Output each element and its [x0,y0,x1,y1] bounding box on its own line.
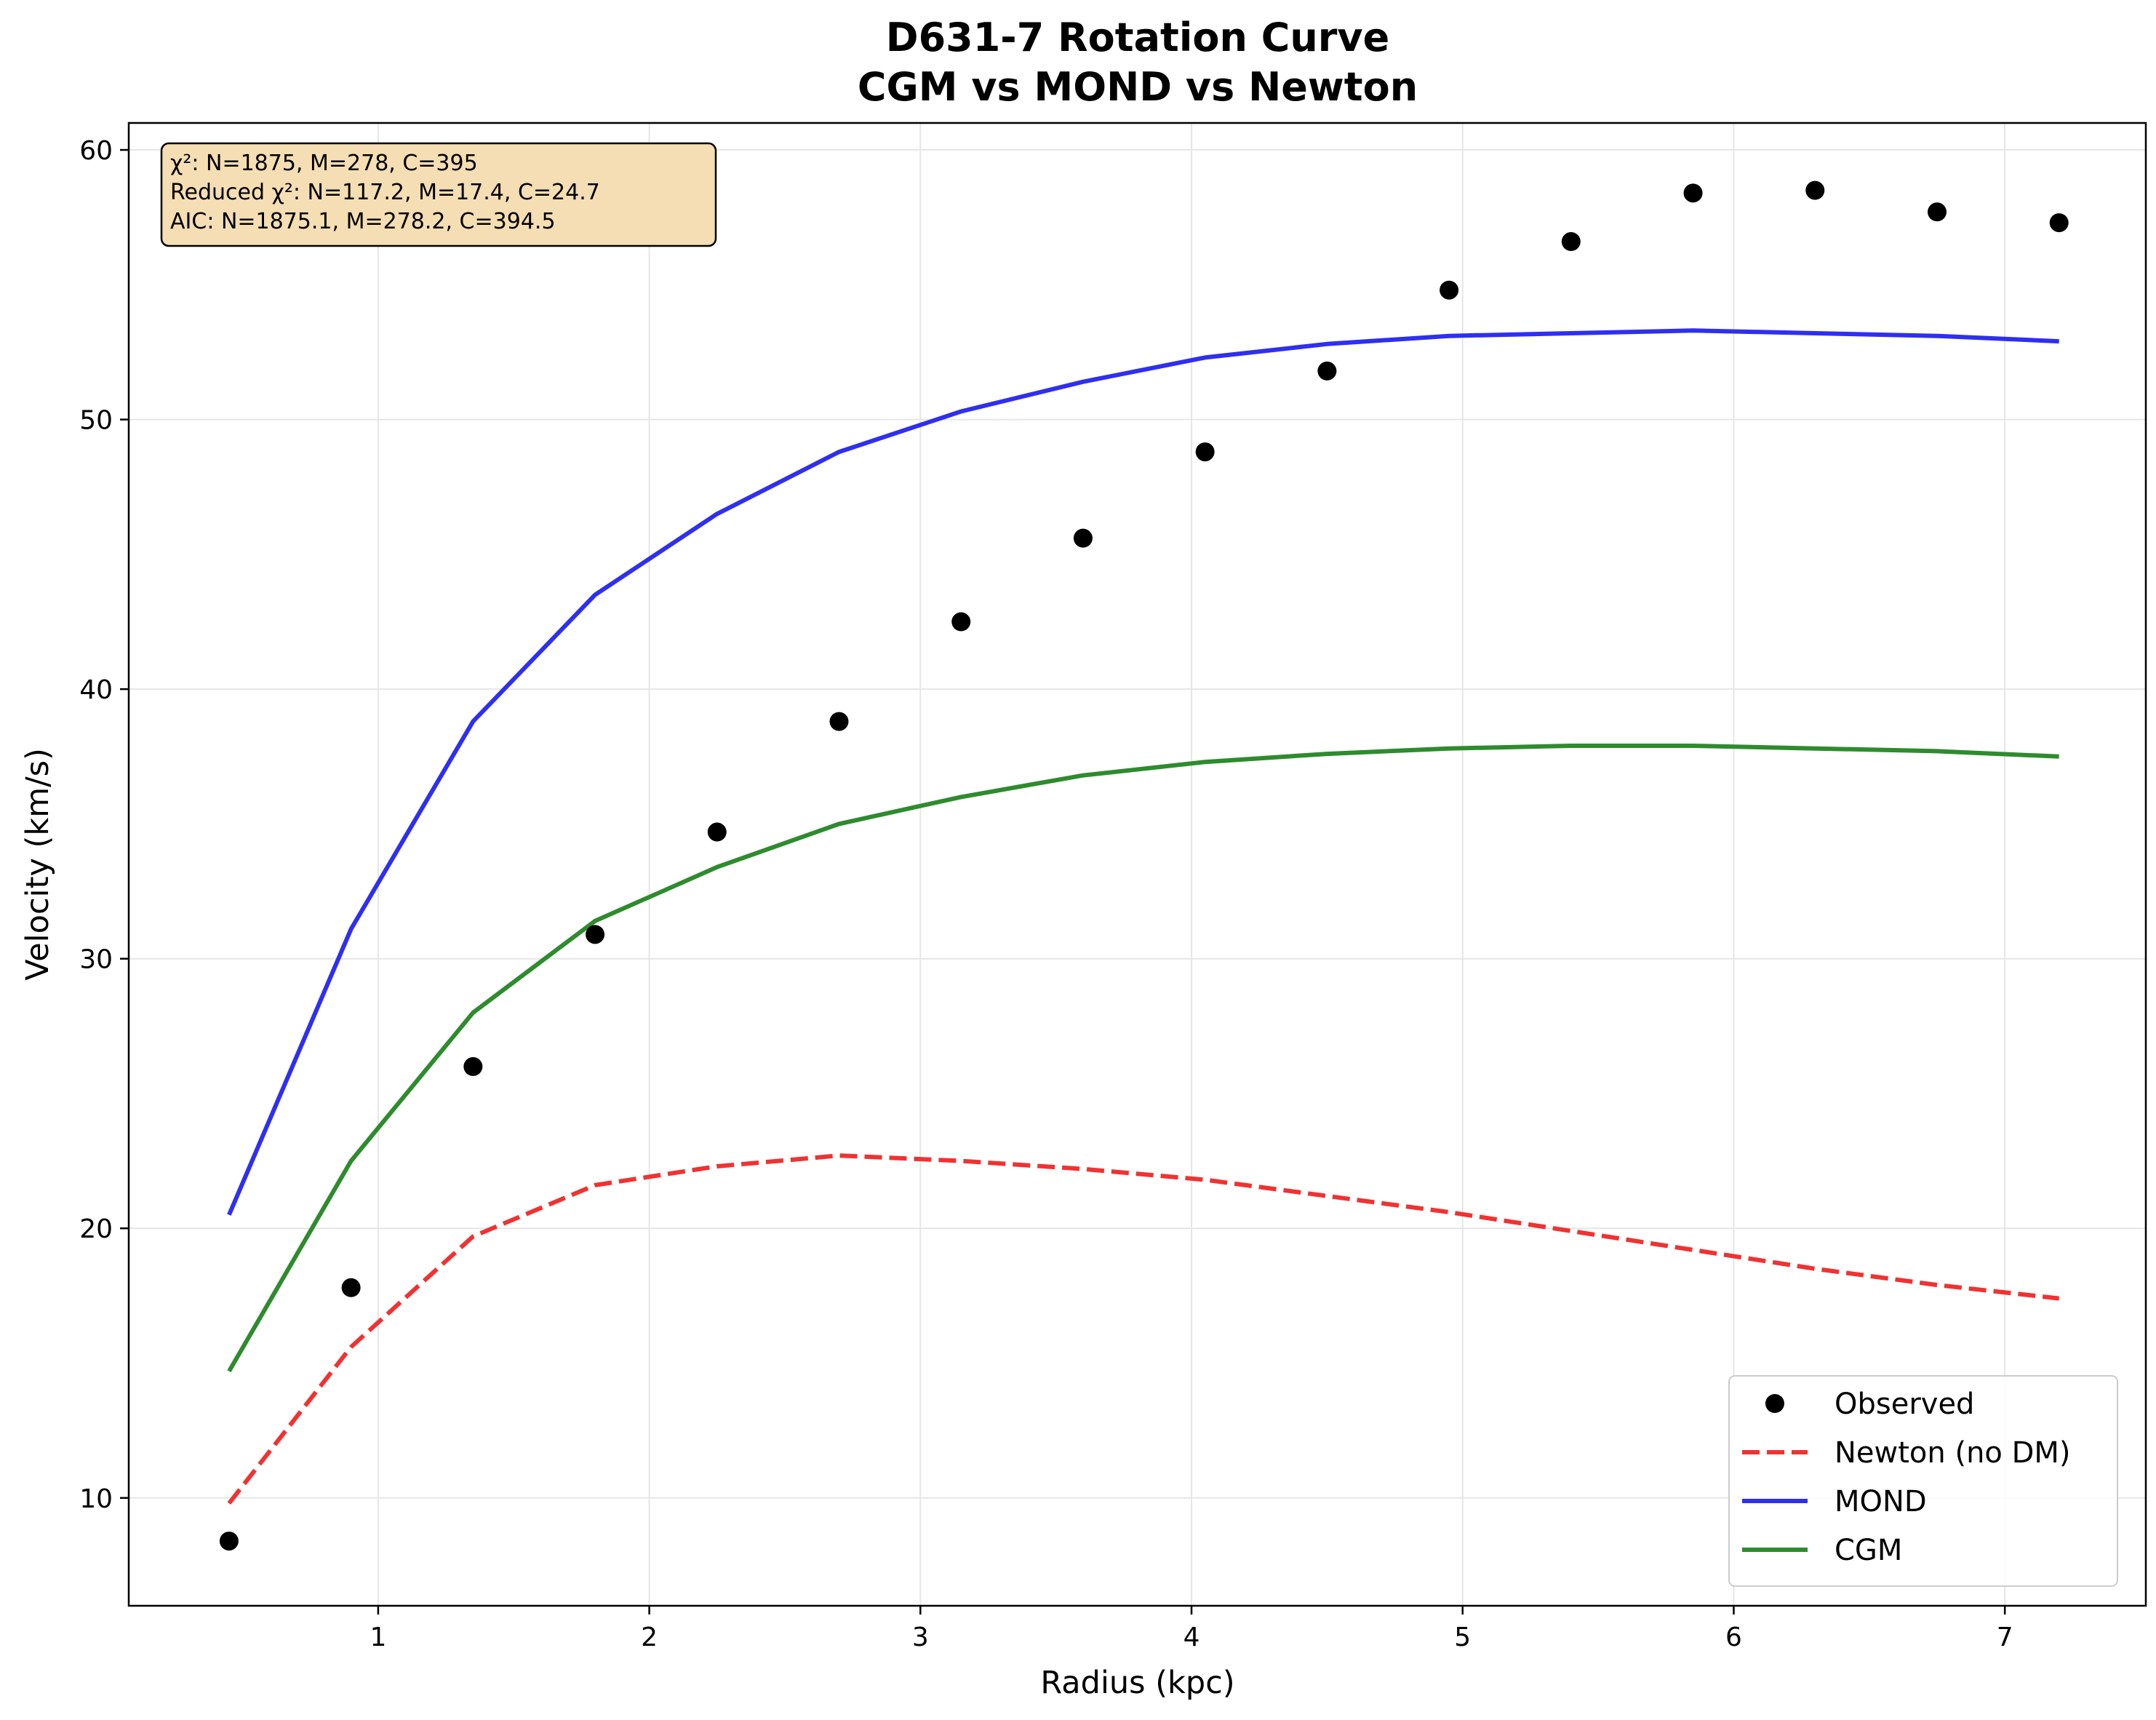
cgm-line [227,744,2059,1373]
x-tick-label: 4 [1183,1623,1200,1652]
observed-point [1928,202,1947,222]
grid-lines [129,123,2146,1606]
newton-no-dm-line [227,1153,2060,1505]
observed-point [1683,183,1703,203]
x-tick-label: 6 [1725,1623,1742,1652]
observed-point [1440,280,1459,300]
legend-label-observed: Observed [1834,1387,1974,1421]
observed-point [341,1278,361,1297]
y-tick-label: 40 [79,675,113,705]
legend-frame [1728,1375,2118,1587]
stats-reduced-chi-squared: Reduced χ²: N=117.2, M=17.4, C=24.7 [170,180,600,205]
observed-point [951,612,971,632]
observed-point [219,1532,239,1551]
x-tick-label: 2 [641,1623,658,1652]
x-axis-label: Radius (kpc) [1040,1665,1234,1701]
series-layer [219,180,2069,1551]
y-tick-label: 30 [79,945,113,975]
x-tick-label: 1 [370,1623,386,1652]
chart-title-line-2: CGM vs MOND vs Newton [858,64,1418,110]
stats-aic: AIC: N=1875.1, M=278.2, C=394.5 [170,209,556,234]
y-tick-label: 50 [79,406,113,436]
stats-annotation-background [160,142,717,247]
observed-point [463,1056,483,1076]
observed-point [707,822,727,842]
axis-ticks: 1 2 3 4 5 6 7 10 20 30 40 50 60 [79,136,2013,1652]
observed-point [1195,442,1215,462]
observed-point [1073,528,1093,548]
legend-label-cgm: CGM [1834,1534,1902,1567]
legend-marker-observed [1765,1394,1784,1413]
observed-point [1561,232,1581,252]
y-tick-label: 20 [79,1214,113,1244]
plot-frame [127,122,2147,1607]
observed-point [829,712,849,731]
mond-line [227,328,2059,1216]
x-tick-label: 7 [1997,1623,2013,1652]
y-tick-label: 60 [79,136,113,166]
observed-point [1805,180,1825,200]
legend-label-newton: Newton (no DM) [1834,1436,2071,1470]
stats-chi-squared: χ²: N=1875, M=278, C=395 [170,151,478,176]
x-tick-label: 3 [912,1623,929,1652]
legend-label-mond: MOND [1834,1485,1927,1518]
x-tick-label: 5 [1454,1623,1471,1652]
chart-title-line-1: D631-7 Rotation Curve [886,15,1389,60]
y-axis-label: Velocity (km/s) [20,748,56,981]
legend: Observed Newton (no DM) MOND CGM [1728,1375,2118,1587]
y-tick-label: 10 [79,1484,113,1514]
stats-annotation-box: χ²: N=1875, M=278, C=395 Reduced χ²: N=1… [160,142,717,247]
observed-point [1317,361,1337,381]
observed-point [2049,213,2069,233]
observed-point [586,925,605,944]
